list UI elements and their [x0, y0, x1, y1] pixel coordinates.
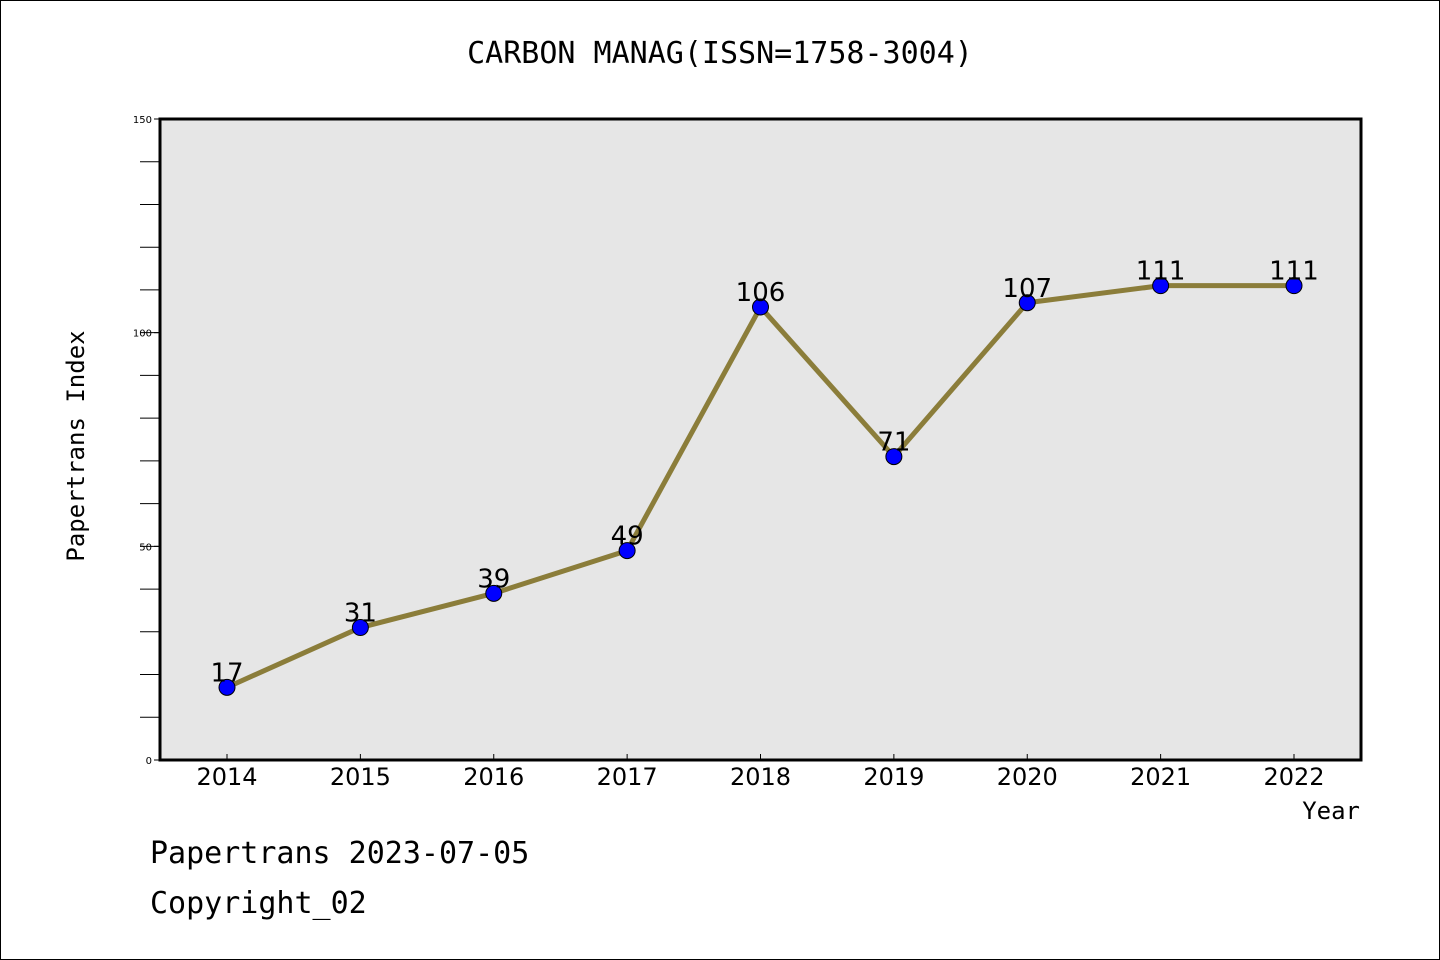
- x-tick-label: 2022: [1263, 763, 1324, 791]
- data-point: [1152, 277, 1170, 295]
- x-tick-label: 2014: [196, 763, 257, 791]
- x-axis-ticks: 2014 2015 2016 2017 2018 2019 2020 2021 2022: [196, 754, 1325, 791]
- y-tick-label: 150: [133, 115, 152, 126]
- data-point: [885, 448, 903, 466]
- data-point: [351, 619, 369, 637]
- footer-date: Papertrans 2023-07-05: [150, 836, 530, 871]
- data-label: 71: [877, 428, 910, 458]
- x-tick-label: 2021: [1130, 763, 1191, 791]
- plot-area: [158, 117, 1363, 762]
- data-point: [1285, 277, 1303, 295]
- x-tick-label: 2015: [330, 763, 391, 791]
- footer-copyright: Copyright_02: [150, 886, 367, 921]
- data-label: 31: [344, 599, 377, 629]
- data-label: 111: [1269, 257, 1319, 287]
- x-tick-label: 2018: [730, 763, 791, 791]
- data-markers: [218, 277, 1303, 696]
- y-axis-label: Papertrans Index: [62, 330, 90, 562]
- data-label: 49: [611, 522, 644, 552]
- y-tick-label: 0: [146, 756, 152, 767]
- data-point: [485, 584, 503, 602]
- y-tick-label: 100: [133, 329, 152, 340]
- data-point: [752, 298, 769, 316]
- data-label: 39: [477, 564, 510, 594]
- x-tick-label: 2019: [863, 763, 924, 791]
- data-point: [618, 542, 636, 560]
- data-label: 107: [1002, 274, 1052, 304]
- x-tick-label: 2020: [997, 763, 1058, 791]
- x-tick-label: 2016: [463, 763, 524, 791]
- data-point: [1018, 294, 1036, 312]
- y-tick-label: 50: [139, 542, 152, 553]
- chart-title: CARBON MANAG(ISSN=1758-3004): [467, 36, 973, 71]
- data-label: 111: [1136, 257, 1186, 287]
- x-tick-label: 2017: [597, 763, 658, 791]
- data-labels: 17 31 39 49 106 71 107 111 111: [210, 257, 1318, 689]
- x-axis-label: Year: [1302, 797, 1360, 825]
- data-point: [218, 678, 236, 696]
- y-axis-ticks: 0 50 100 150: [133, 115, 160, 767]
- data-label: 106: [736, 278, 786, 308]
- data-label: 17: [210, 658, 243, 688]
